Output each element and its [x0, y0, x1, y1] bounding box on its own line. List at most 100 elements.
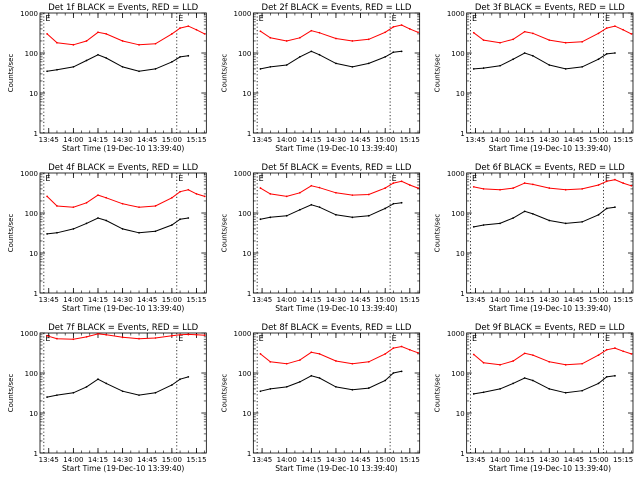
events-data-point	[121, 65, 124, 68]
y-tick-label: 1000	[20, 330, 38, 338]
lld-data-point	[154, 205, 157, 207]
lld-data-point	[56, 205, 58, 207]
y-tick-label: 10	[242, 410, 251, 418]
lld-data-point	[472, 31, 475, 34]
x-axis-label: Start Time (19-Dec-10 13:39:40)	[62, 464, 184, 473]
lld-data-point	[384, 31, 387, 34]
flag-label: E	[472, 334, 477, 343]
lld-data-point	[512, 187, 515, 189]
x-tick-label: 14:15	[88, 136, 108, 144]
events-data-point	[298, 208, 301, 211]
flag-label: E	[605, 174, 610, 183]
x-tick-label: 14:00	[63, 456, 83, 464]
lld-data-point	[105, 333, 108, 336]
y-axis-label: Counts/sec	[434, 374, 442, 413]
lld-data-point	[72, 338, 75, 341]
lld-data-point	[548, 39, 551, 42]
events-data-point	[472, 225, 475, 228]
y-tick-label: 100	[238, 50, 251, 58]
y-tick-label: 100	[25, 210, 38, 218]
y-tick-label: 100	[451, 50, 464, 58]
lld-data-point	[56, 337, 58, 340]
events-data-point	[400, 201, 403, 204]
lld-series-line	[260, 24, 419, 42]
events-data-point	[523, 52, 526, 54]
events-data-point	[531, 54, 534, 57]
x-axis-label: Start Time (19-Dec-10 13:39:40)	[489, 144, 611, 153]
y-tick-label: 1000	[447, 330, 465, 338]
y-tick-label: 1	[460, 130, 464, 138]
lld-series-line	[473, 179, 632, 191]
lld-data-point	[605, 27, 608, 29]
lld-data-point	[269, 36, 272, 39]
x-tick-label: 14:00	[277, 296, 297, 304]
x-tick-label: 15:15	[186, 456, 206, 464]
y-tick-label: 1	[460, 290, 464, 298]
lld-data-point	[195, 28, 198, 31]
x-tick-label: 14:45	[350, 296, 370, 304]
events-data-point	[56, 394, 58, 397]
lld-series-line	[46, 25, 205, 46]
x-axis-label: Start Time (19-Dec-10 13:39:40)	[62, 304, 184, 313]
lld-data-point	[285, 40, 288, 42]
lld-data-point	[531, 183, 534, 186]
chart-title: Det 2f BLACK = Events, RED = LLD	[262, 3, 412, 13]
chart-title: Det 8f BLACK = Events, RED = LLD	[262, 323, 412, 333]
events-data-point	[310, 203, 313, 206]
x-tick-label: 14:45	[137, 456, 157, 464]
events-data-point	[105, 382, 108, 385]
plot-frame	[39, 332, 207, 454]
events-data-point	[482, 67, 485, 69]
x-axis-label: Start Time (19-Dec-10 13:39:40)	[275, 464, 397, 473]
events-data-point	[384, 55, 387, 58]
lld-data-point	[392, 347, 395, 349]
lld-data-point	[318, 186, 321, 189]
events-data-point	[85, 385, 88, 388]
lld-data-point	[187, 333, 190, 336]
events-data-point	[482, 391, 485, 394]
flag-label: E	[178, 14, 183, 23]
events-data-point	[138, 70, 140, 73]
y-tick-label: 100	[451, 210, 464, 218]
chart-panel-1: Det 1f BLACK = Events, RED = LLD 1 10 100 10…	[7, 3, 207, 153]
chart-panel-7: Det 7f BLACK = Events, RED = LLD 1 10 100 10…	[7, 323, 207, 473]
events-data-point	[72, 391, 75, 394]
chart-panel-4: Det 4f BLACK = Events, RED = LLD 1 10 100 10…	[7, 163, 207, 313]
lld-series-line	[46, 189, 205, 208]
chart-title: Det 3f BLACK = Events, RED = LLD	[475, 3, 625, 13]
events-data-point	[581, 220, 584, 223]
lld-data-point	[72, 206, 75, 209]
x-tick-label: 14:45	[137, 136, 157, 144]
flag-label: E	[259, 174, 264, 183]
lld-data-point	[523, 352, 526, 355]
lld-data-point	[531, 32, 534, 35]
lld-data-point	[203, 195, 206, 198]
plot-frame	[252, 172, 421, 294]
lld-data-point	[351, 362, 354, 365]
lld-data-point	[46, 33, 49, 35]
y-tick-label: 1000	[234, 330, 252, 338]
lld-data-point	[630, 33, 633, 35]
lld-data-point	[46, 334, 49, 337]
x-tick-label: 15:15	[400, 296, 420, 304]
lld-data-point	[512, 360, 515, 362]
lld-data-point	[605, 180, 608, 183]
x-tick-label: 14:45	[564, 136, 584, 144]
x-axis-label: Start Time (19-Dec-10 13:39:40)	[275, 304, 397, 313]
lld-data-point	[351, 194, 354, 197]
lld-data-point	[318, 353, 321, 355]
plot-frame	[39, 12, 207, 134]
lld-data-point	[400, 180, 403, 183]
events-data-point	[351, 65, 354, 68]
chart-title: Det 6f BLACK = Events, RED = LLD	[475, 163, 625, 173]
events-data-point	[499, 222, 501, 225]
x-tick-label: 15:00	[375, 136, 395, 144]
chart-title: Det 7f BLACK = Events, RED = LLD	[48, 323, 198, 333]
x-tick-label: 14:15	[301, 456, 321, 464]
x-tick-label: 13:45	[252, 296, 272, 304]
events-data-point	[472, 393, 475, 395]
lld-data-point	[56, 41, 58, 44]
events-data-point	[367, 387, 370, 389]
lld-data-point	[179, 333, 181, 336]
x-tick-label: 14:00	[277, 136, 297, 144]
